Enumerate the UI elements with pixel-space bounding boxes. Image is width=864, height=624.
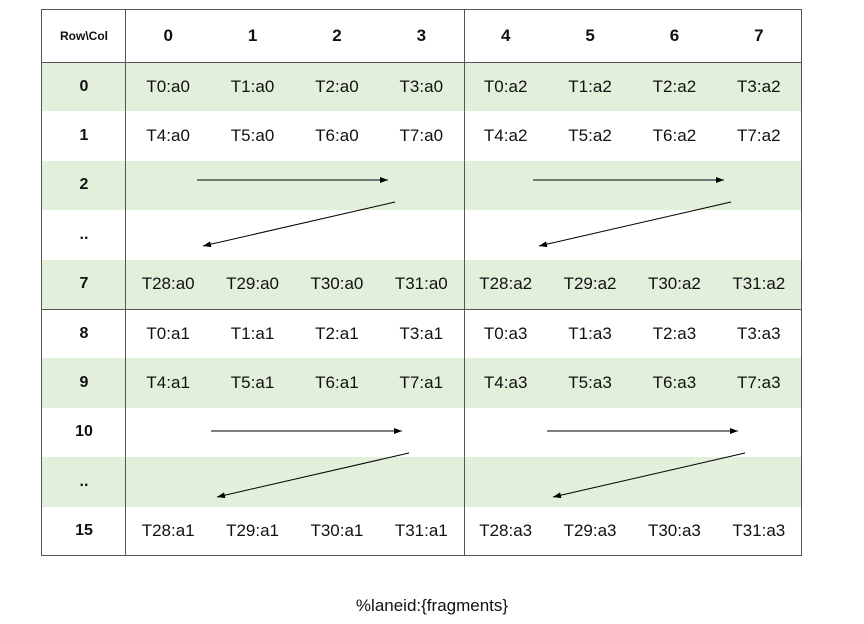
- table-row: 8 T0:a1 T1:a1 T2:a1 T3:a1 T0:a3 T1:a3 T2:a3 T3:a…: [42, 309, 801, 358]
- fragment-cell: T0:a3: [483, 323, 528, 343]
- caption: %laneid:{fragments}: [355, 596, 509, 615]
- row-label: 15: [75, 522, 93, 540]
- table-row: 1 T4:a0 T5:a0 T6:a0 T7:a0 T4:a2 T5:a2 T6:a2 T7:a…: [42, 111, 801, 160]
- fragment-cell: T28:a2: [479, 274, 533, 294]
- row-label: 1: [79, 127, 89, 145]
- column-header: 2: [332, 26, 342, 45]
- fragment-cell: T0:a2: [483, 76, 528, 96]
- layout-table: Row\Col 0 1 2 3 4 5 6 7 0 T0:a0 T1:a0 T2:a0 T3:a0 T0…: [41, 9, 802, 556]
- table-row: 7 T28:a0 T29:a0 T30:a0 T31:a0 T28:a2 T29:a2 T30…: [42, 259, 801, 309]
- row-label: 7: [79, 275, 89, 293]
- fragment-cell: T4:a0: [146, 126, 190, 146]
- fragment-cell: T31:a1: [394, 521, 448, 541]
- fragment-cell: T1:a0: [230, 76, 275, 96]
- fragment-cell: T1:a1: [230, 323, 275, 343]
- table-row: 15 T28:a1 T29:a1 T30:a1 T31:a1 T28:a3 T29:a3 T3…: [42, 507, 801, 556]
- label-column-divider: [125, 10, 126, 555]
- fragment-cell: T7:a2: [737, 126, 781, 146]
- fragment-cell: T31:a2: [732, 274, 786, 294]
- fragment-cell: T7:a3: [737, 373, 781, 393]
- column-header: 3: [416, 26, 427, 45]
- fragment-cell: T1:a2: [568, 76, 612, 96]
- column-header: 5: [585, 26, 595, 45]
- fragment-cell: T29:a2: [563, 274, 617, 294]
- fragment-cell: T5:a2: [568, 126, 612, 146]
- column-header: 7: [754, 26, 764, 45]
- table-row: ..: [42, 210, 801, 259]
- fragment-cell: T3:a0: [399, 76, 444, 96]
- fragment-cell: T31:a3: [732, 521, 786, 541]
- fragment-cell: T30:a0: [310, 274, 364, 294]
- corner-label: Row\Col: [59, 29, 108, 43]
- fragment-cell: T31:a0: [394, 274, 448, 294]
- fragment-cell: T7:a1: [399, 373, 444, 393]
- row-label: 10: [75, 423, 93, 441]
- table-row: 0 T0:a0 T1:a0 T2:a0 T3:a0 T0:a2 T1:a2 T2:a2 T3:a…: [42, 62, 801, 112]
- table-row: 9 T4:a1 T5:a1 T6:a1 T7:a1 T4:a3 T5:a3 T6:a3 T7:a…: [42, 358, 801, 408]
- fragment-cell: T2:a3: [652, 323, 697, 343]
- fragment-cell: T28:a1: [141, 521, 195, 541]
- fragment-cell: T28:a0: [141, 274, 195, 294]
- fragment-cell: T3:a3: [737, 323, 781, 343]
- fragment-cell: T2:a0: [315, 76, 359, 96]
- table-row: 10: [42, 408, 801, 457]
- fragment-cell: T6:a1: [315, 373, 359, 393]
- row-label: ..: [79, 225, 89, 243]
- fragment-cell: T2:a2: [652, 76, 697, 96]
- row-label: 0: [79, 77, 89, 95]
- table-row: ..: [42, 457, 801, 507]
- header-divider: [42, 62, 801, 63]
- row-group-divider: [42, 309, 801, 310]
- row-label: 8: [79, 324, 89, 342]
- fragment-cell: T4:a3: [483, 373, 528, 393]
- fragment-cell: T6:a3: [652, 373, 697, 393]
- fragment-cell: T29:a3: [563, 521, 617, 541]
- fragment-cell: T30:a1: [310, 521, 364, 541]
- header-row: Row\Col 0 1 2 3 4 5 6 7: [42, 10, 801, 62]
- column-header: 0: [163, 26, 173, 45]
- table-row: 2: [42, 160, 801, 211]
- fragment-cell: T3:a2: [737, 76, 781, 96]
- fragment-cell: T2:a1: [315, 323, 359, 343]
- fragment-cell: T7:a0: [399, 126, 444, 146]
- wrap-arrow: [538, 201, 732, 248]
- fragment-cell: T5:a0: [230, 126, 275, 146]
- wrap-arrow: [552, 452, 746, 499]
- column-group-divider: [464, 10, 465, 555]
- wrap-arrow: [202, 201, 396, 248]
- fragment-cell: T29:a1: [226, 521, 280, 541]
- fragment-cell: T4:a1: [146, 373, 190, 393]
- fragment-cell: T5:a3: [568, 373, 612, 393]
- fragment-cell: T6:a0: [315, 126, 359, 146]
- wrap-arrow: [216, 452, 410, 499]
- fragment-cell: T4:a2: [483, 126, 528, 146]
- row-label: 9: [79, 374, 89, 392]
- fragment-cell: T30:a3: [647, 521, 701, 541]
- column-header: 4: [500, 26, 511, 45]
- row-label: ..: [79, 472, 89, 490]
- fragment-cell: T0:a1: [146, 323, 190, 343]
- fragment-cell: T5:a1: [230, 373, 275, 393]
- fragment-cell: T1:a3: [568, 323, 612, 343]
- column-header: 1: [247, 26, 258, 45]
- row-label: 2: [79, 176, 89, 194]
- fragment-cell: T0:a0: [146, 76, 190, 96]
- column-header: 6: [669, 26, 680, 45]
- fragment-cell: T6:a2: [652, 126, 697, 146]
- fragment-cell: T30:a2: [647, 274, 701, 294]
- fragment-cell: T28:a3: [479, 521, 533, 541]
- fragment-cell: T3:a1: [399, 323, 444, 343]
- fragment-cell: T29:a0: [226, 274, 280, 294]
